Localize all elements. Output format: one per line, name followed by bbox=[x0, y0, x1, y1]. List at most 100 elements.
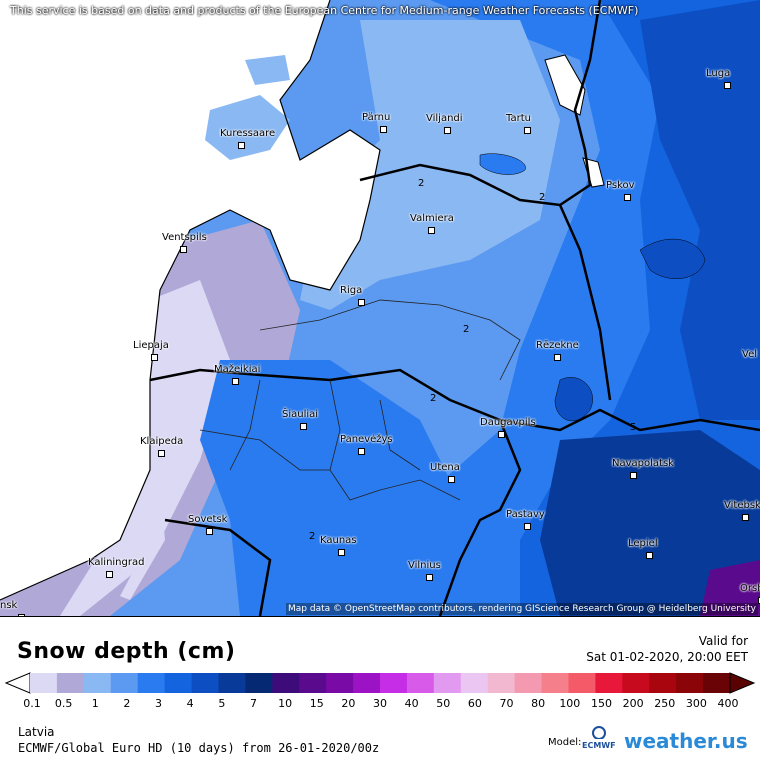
scale-swatch bbox=[487, 673, 516, 693]
model-label: Model: bbox=[548, 737, 582, 748]
city-label: Vitebsk bbox=[724, 500, 760, 511]
city-marker bbox=[646, 552, 653, 559]
city-label: Mažeikiai bbox=[214, 364, 261, 375]
scale-tick-label: 400 bbox=[717, 697, 739, 710]
city-label: Kuressaare bbox=[220, 128, 276, 139]
scale-tick-label: 10 bbox=[278, 697, 293, 710]
scale-swatch bbox=[541, 673, 569, 693]
scale-tick-label: 60 bbox=[467, 697, 482, 710]
region-label: Latvia bbox=[18, 725, 55, 739]
scale-swatch bbox=[460, 673, 489, 693]
city-marker bbox=[151, 354, 158, 361]
lake-peipus bbox=[544, 54, 586, 116]
scale-swatch bbox=[353, 673, 381, 693]
contour-label: 2 bbox=[539, 192, 546, 203]
scale-tick-label: 150 bbox=[590, 697, 612, 710]
city-marker bbox=[524, 523, 531, 530]
city-label: Ventspils bbox=[162, 232, 207, 243]
city-label: Pärnu bbox=[362, 112, 391, 123]
snow-field-3cm-lt bbox=[200, 360, 460, 616]
city-label: Pastavy bbox=[506, 509, 545, 520]
map-svg bbox=[0, 0, 760, 617]
scale-swatch bbox=[110, 673, 139, 693]
city-marker bbox=[106, 571, 113, 578]
city-label: Vel bbox=[742, 349, 757, 360]
scale-tick-label: 50 bbox=[436, 697, 451, 710]
scale-swatch bbox=[433, 673, 462, 693]
legend-panel: Snow depth (cm) Valid for Sat 01-02-2020… bbox=[0, 616, 760, 760]
scale-swatch bbox=[514, 673, 543, 693]
snow-depth-map[interactable]: This service is based on data and produc… bbox=[0, 0, 760, 621]
city-label: Vilnius bbox=[408, 560, 441, 571]
map-attribution: Map data © OpenStreetMap contributors, r… bbox=[286, 603, 758, 615]
ecmwf-logo-icon bbox=[591, 726, 606, 740]
valid-time: Sat 01-02-2020, 20:00 EET bbox=[586, 650, 748, 664]
city-label: Utena bbox=[430, 462, 460, 473]
snow-field-5cm bbox=[640, 0, 760, 420]
scale-swatch bbox=[406, 673, 435, 693]
curonian-spit bbox=[120, 460, 165, 600]
scale-swatch bbox=[137, 673, 166, 693]
border-belarus bbox=[438, 419, 522, 617]
scale-tick-label: 7 bbox=[249, 697, 257, 710]
city-marker bbox=[358, 448, 365, 455]
scale-swatch bbox=[56, 673, 85, 693]
city-marker bbox=[426, 574, 433, 581]
city-marker bbox=[742, 514, 749, 521]
city-label: Tartu bbox=[506, 113, 531, 124]
border-russia bbox=[558, 204, 612, 401]
scale-tick-label: 2 bbox=[123, 697, 131, 710]
contour-label: 2 bbox=[463, 324, 470, 335]
city-marker bbox=[448, 476, 455, 483]
scale-swatch bbox=[703, 673, 731, 693]
city-marker bbox=[300, 423, 307, 430]
ecmwf-logo: ECMWF bbox=[582, 725, 616, 750]
snow-field-1cm bbox=[300, 20, 560, 310]
city-marker bbox=[158, 450, 165, 457]
city-marker bbox=[180, 246, 187, 253]
valid-time-block: Valid for Sat 01-02-2020, 20:00 EET bbox=[586, 633, 748, 665]
scale-tick-label: 5 bbox=[218, 697, 226, 710]
scale-swatch bbox=[30, 673, 58, 693]
hiiumaa-island bbox=[245, 55, 290, 85]
city-label: Navapolatsk bbox=[612, 458, 674, 469]
scale-tick-label: 40 bbox=[404, 697, 419, 710]
city-label: Sovetsk bbox=[188, 514, 228, 525]
city-marker bbox=[758, 597, 760, 604]
scale-swatch bbox=[218, 673, 246, 693]
snow-field-0.1cm bbox=[60, 280, 230, 616]
city-label: Klaipeda bbox=[140, 436, 184, 447]
scale-swatch bbox=[649, 673, 677, 693]
contour-ring-2 bbox=[479, 153, 526, 175]
city-label: Kaunas bbox=[320, 535, 357, 546]
scale-tick-label: 4 bbox=[186, 697, 194, 710]
model-run-label: ECMWF/Global Euro HD (10 days) from 26-0… bbox=[18, 741, 380, 755]
scale-tick-label: 0.5 bbox=[54, 697, 73, 710]
city-marker bbox=[380, 126, 387, 133]
scale-swatch bbox=[380, 673, 408, 693]
border-estonia bbox=[359, 0, 602, 207]
city-label: Riga bbox=[340, 285, 363, 296]
snow-field-20cm bbox=[700, 560, 760, 616]
color-scale bbox=[4, 672, 756, 694]
city-marker bbox=[238, 142, 245, 149]
scale-arrow-left bbox=[4, 672, 31, 694]
city-label: Kaliningrad bbox=[88, 557, 145, 568]
contour-ring-1 bbox=[639, 238, 706, 279]
city-marker bbox=[338, 549, 345, 556]
city-label: Luga bbox=[706, 68, 731, 79]
scale-swatch bbox=[568, 673, 596, 693]
scale-tick-label: 300 bbox=[685, 697, 707, 710]
weather-us-logo[interactable]: weather.us bbox=[624, 729, 748, 753]
city-marker bbox=[624, 194, 631, 201]
ecmwf-logo-text: ECMWF bbox=[582, 741, 616, 750]
contour-label: 2 bbox=[430, 393, 437, 404]
scale-tick-label: 70 bbox=[499, 697, 514, 710]
scale-tick-label: 100 bbox=[559, 697, 581, 710]
city-marker bbox=[428, 227, 435, 234]
scale-swatch bbox=[191, 673, 219, 693]
city-label: Viljandi bbox=[426, 113, 463, 124]
scale-tick-label: 250 bbox=[654, 697, 676, 710]
coastline bbox=[0, 0, 381, 601]
